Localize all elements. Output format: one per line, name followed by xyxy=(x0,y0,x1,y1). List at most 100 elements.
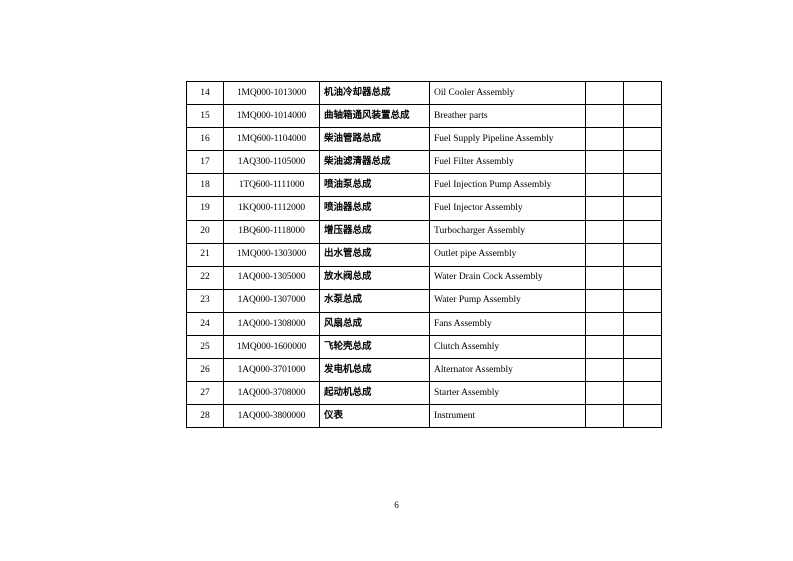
blank-cell-1 xyxy=(585,242,624,267)
row-number-cell: 26 xyxy=(186,358,224,383)
blank-cell-2 xyxy=(623,311,662,337)
row-number-cell: 22 xyxy=(186,265,224,290)
part-name-cn-cell: 机油冷却器总成 xyxy=(319,80,430,106)
row-number-cell: 14 xyxy=(186,80,224,106)
part-name-en-cell: Fuel Injector Assembly xyxy=(429,196,586,221)
part-number-cell: 1AQ000-1308000 xyxy=(223,311,320,337)
part-name-en-cell: Turbocharger Assembly xyxy=(429,219,586,244)
part-name-en-cell: Fuel Supply Pipeline Assembly xyxy=(429,127,586,152)
blank-cell-1 xyxy=(585,196,624,221)
blank-cell-2 xyxy=(623,104,662,129)
table-row: 15 1MQ000-1014000 曲轴箱通风装置总成 Breather parts xyxy=(186,104,662,129)
blank-cell-1 xyxy=(585,150,624,175)
row-number-cell: 19 xyxy=(186,196,224,221)
part-name-en-cell: Clutch Assemhly xyxy=(429,335,586,360)
part-number-cell: 1AQ000-3701000 xyxy=(223,358,320,383)
row-number-cell: 23 xyxy=(186,288,224,313)
row-number-cell: 21 xyxy=(186,242,224,267)
blank-cell-2 xyxy=(623,358,662,383)
row-number-cell: 25 xyxy=(186,335,224,360)
table-body: 14 1MQ000-1013000 机油冷却器总成 Oil Cooler Assemb… xyxy=(186,80,662,429)
table-row: 17 1AQ300-1105000 柴油滤清器总成 Fuel Filter Assem… xyxy=(186,150,662,175)
blank-cell-1 xyxy=(585,311,624,337)
table-row: 24 1AQ000-1308000 风扇总成 Fans Assembly xyxy=(186,311,662,337)
page-number: 6 xyxy=(394,500,399,510)
part-name-en-cell: Fans Assembly xyxy=(429,311,586,337)
table-row: 23 1AQ000-1307000 水泵总成 Water Pump Assembly xyxy=(186,288,662,313)
blank-cell-1 xyxy=(585,265,624,290)
part-name-cn-cell: 出水管总成 xyxy=(319,242,430,267)
part-name-cn-cell: 飞轮壳总成 xyxy=(319,335,430,360)
blank-cell-2 xyxy=(623,381,662,406)
part-number-cell: 1AQ300-1105000 xyxy=(223,150,320,175)
part-number-cell: 1MQ000-1600000 xyxy=(223,335,320,360)
row-number-cell: 16 xyxy=(186,127,224,152)
table-row: 25 1MQ000-1600000 飞轮壳总成 Clutch Assemhly xyxy=(186,335,662,360)
table-row: 27 1AQ000-3708000 起动机总成 Starter Assembly xyxy=(186,381,662,406)
part-name-cn-cell: 喷油器总成 xyxy=(319,196,430,221)
blank-cell-1 xyxy=(585,404,624,429)
blank-cell-1 xyxy=(585,173,624,198)
blank-cell-2 xyxy=(623,335,662,360)
blank-cell-2 xyxy=(623,127,662,152)
part-name-cn-cell: 起动机总成 xyxy=(319,381,430,406)
part-number-cell: 1BQ600-1118000 xyxy=(223,219,320,244)
part-name-en-cell: Outlet pipe Assembly xyxy=(429,242,586,267)
blank-cell-1 xyxy=(585,104,624,129)
blank-cell-2 xyxy=(623,265,662,290)
table-row: 22 1AQ000-1305000 放水阀总成 Water Drain Cock As… xyxy=(186,265,662,290)
blank-cell-2 xyxy=(623,196,662,221)
blank-cell-2 xyxy=(623,173,662,198)
part-number-cell: 1MQ000-1014000 xyxy=(223,104,320,129)
part-name-en-cell: Instrument xyxy=(429,404,586,429)
part-name-cn-cell: 增压器总成 xyxy=(319,219,430,244)
part-name-cn-cell: 柴油管路总成 xyxy=(319,127,430,152)
blank-cell-1 xyxy=(585,219,624,244)
row-number-cell: 20 xyxy=(186,219,224,244)
table-row: 21 1MQ000-1303000 出水管总成 Outlet pipe Assembl… xyxy=(186,242,662,267)
row-number-cell: 24 xyxy=(186,311,224,337)
row-number-cell: 27 xyxy=(186,381,224,406)
part-name-en-cell: Fuel Injection Pump Assembly xyxy=(429,173,586,198)
part-number-cell: 1AQ000-1305000 xyxy=(223,265,320,290)
part-number-cell: 1AQ000-1307000 xyxy=(223,288,320,313)
blank-cell-1 xyxy=(585,288,624,313)
blank-cell-2 xyxy=(623,404,662,429)
table-row: 19 1KQ000-1112000 喷油器总成 Fuel Injector Assem… xyxy=(186,196,662,221)
part-number-cell: 1MQ000-1303000 xyxy=(223,242,320,267)
table-row: 28 1AQ000-3800000 仪表 Instrument xyxy=(186,404,662,429)
part-name-cn-cell: 曲轴箱通风装置总成 xyxy=(319,104,430,129)
part-name-en-cell: Starter Assembly xyxy=(429,381,586,406)
table-row: 26 1AQ000-3701000 发电机总成 Alternator Assembly xyxy=(186,358,662,383)
part-number-cell: 1KQ000-1112000 xyxy=(223,196,320,221)
part-name-cn-cell: 仪表 xyxy=(319,404,430,429)
part-name-cn-cell: 风扇总成 xyxy=(319,311,430,337)
blank-cell-1 xyxy=(585,80,624,106)
parts-list-table: 14 1MQ000-1013000 机油冷却器总成 Oil Cooler Assemb… xyxy=(186,80,662,429)
part-number-cell: 1AQ000-3800000 xyxy=(223,404,320,429)
table-row: 16 1MQ600-1104000 柴油管路总成 Fuel Supply Pipeli… xyxy=(186,127,662,152)
row-number-cell: 18 xyxy=(186,173,224,198)
part-name-en-cell: Alternator Assembly xyxy=(429,358,586,383)
part-name-cn-cell: 发电机总成 xyxy=(319,358,430,383)
table-row: 18 1TQ600-1111000 喷油泵总成 Fuel Injection Pump… xyxy=(186,173,662,198)
part-name-en-cell: Fuel Filter Assembly xyxy=(429,150,586,175)
blank-cell-1 xyxy=(585,335,624,360)
part-number-cell: 1AQ000-3708000 xyxy=(223,381,320,406)
part-name-cn-cell: 水泵总成 xyxy=(319,288,430,313)
part-number-cell: 1MQ000-1013000 xyxy=(223,80,320,106)
part-name-en-cell: Water Drain Cock Assembly xyxy=(429,265,586,290)
blank-cell-2 xyxy=(623,80,662,106)
blank-cell-1 xyxy=(585,358,624,383)
blank-cell-2 xyxy=(623,150,662,175)
row-number-cell: 17 xyxy=(186,150,224,175)
part-name-cn-cell: 喷油泵总成 xyxy=(319,173,430,198)
part-number-cell: 1TQ600-1111000 xyxy=(223,173,320,198)
blank-cell-2 xyxy=(623,288,662,313)
part-name-en-cell: Breather parts xyxy=(429,104,586,129)
part-number-cell: 1MQ600-1104000 xyxy=(223,127,320,152)
blank-cell-2 xyxy=(623,242,662,267)
blank-cell-1 xyxy=(585,127,624,152)
part-name-cn-cell: 柴油滤清器总成 xyxy=(319,150,430,175)
